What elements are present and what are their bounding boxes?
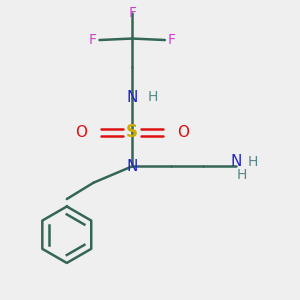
Text: H: H xyxy=(237,168,247,182)
Text: H: H xyxy=(248,155,258,169)
Text: O: O xyxy=(76,125,88,140)
Text: S: S xyxy=(126,123,138,141)
Text: N: N xyxy=(127,159,138,174)
Text: N: N xyxy=(127,91,138,106)
Text: F: F xyxy=(88,33,97,47)
Text: F: F xyxy=(168,33,176,47)
Text: F: F xyxy=(128,6,136,20)
Text: H: H xyxy=(148,89,158,103)
Text: O: O xyxy=(177,125,189,140)
Text: N: N xyxy=(230,154,242,169)
